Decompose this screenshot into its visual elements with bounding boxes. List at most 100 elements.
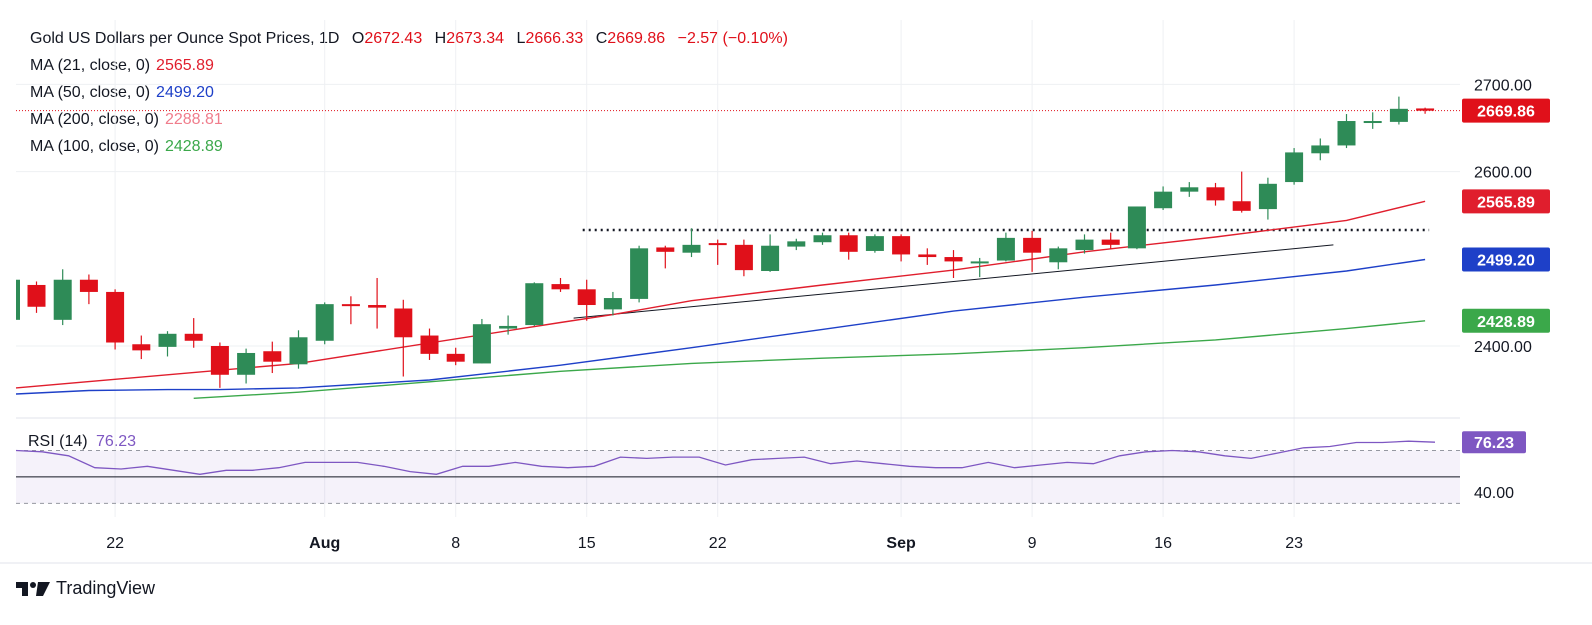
candle (787, 238, 806, 251)
candle (106, 289, 125, 350)
price-tick-label: 2600.00 (1474, 165, 1532, 182)
candle (446, 347, 465, 366)
candle-body (472, 324, 491, 364)
candle (53, 269, 72, 326)
candle-body (1416, 108, 1435, 111)
candle-body (1311, 145, 1330, 154)
candle-body (1206, 187, 1225, 201)
ascending-trend-line (573, 244, 1334, 319)
ma200-legend[interactable]: MA (200, close, 0) 2288.81 (30, 111, 223, 129)
time-tick-label: 15 (578, 535, 596, 552)
price-tick-label: 2400.00 (1474, 339, 1532, 356)
rsi-legend[interactable]: RSI (14) 76.23 (28, 433, 136, 451)
candle-body (1285, 152, 1304, 183)
price-tag-text: 2669.86 (1477, 104, 1535, 121)
candle-body (761, 245, 780, 272)
candle (132, 335, 151, 360)
price-axis: 2400.00 2600.00 2700.00 2669.86 2565.89 2499.… (1462, 77, 1550, 356)
ma50-legend-value: 2499.20 (156, 84, 214, 101)
rsi-line (15, 440, 1436, 475)
time-tick-label: 9 (1028, 535, 1037, 552)
rsi-value-tag-text: 76.23 (1474, 435, 1514, 452)
rsi-axis-label: 40.00 (1474, 485, 1514, 502)
candle (315, 302, 334, 345)
chart-title-row: Gold US Dollars per Ounce Spot Prices, 1… (30, 30, 788, 48)
candle-body (1363, 121, 1382, 124)
candle (996, 232, 1015, 262)
candle (551, 277, 570, 292)
candle-body (394, 308, 413, 338)
candle (734, 239, 753, 277)
candle (577, 279, 596, 321)
candle (682, 228, 701, 258)
price-tick-label: 2700.00 (1474, 77, 1532, 94)
candle-body (996, 237, 1015, 261)
candle-body (27, 284, 46, 307)
candle-body (263, 351, 282, 362)
ohlc-high-key: H (434, 30, 447, 47)
candle-body (918, 254, 937, 258)
candle (1285, 148, 1304, 185)
candle-body (1023, 237, 1042, 253)
candle-body (1127, 206, 1146, 249)
rsi-pane: 40.00 76.23 (15, 431, 1526, 504)
price-change: −2.57 (−0.10%) (677, 30, 788, 47)
candle (1258, 177, 1277, 220)
candle-body (630, 248, 649, 299)
ohlc-close-value: 2669.86 (607, 30, 666, 47)
candle (813, 232, 832, 245)
time-tick-label: 16 (1154, 535, 1172, 552)
ohlc-high-value: 2673.34 (446, 30, 505, 47)
candle-body (682, 244, 701, 253)
candle-body (53, 279, 72, 320)
ma50-legend-label: MA (50, close, 0) (30, 84, 151, 101)
ma200-legend-value: 2288.81 (164, 111, 223, 128)
rsi-legend-label: RSI (14) (28, 433, 88, 450)
candle-body (944, 257, 963, 262)
candle (1180, 182, 1199, 197)
candle-body (368, 305, 387, 308)
candle-body (1232, 201, 1251, 211)
ma21-legend[interactable]: MA (21, close, 0) 2565.89 (30, 57, 214, 75)
ohlc-open-key: O (351, 30, 365, 47)
candle-body (237, 352, 256, 375)
candle (263, 341, 282, 374)
candle-body (734, 244, 753, 271)
ma21-legend-label: MA (21, close, 0) (30, 57, 151, 74)
candle-body (184, 333, 203, 341)
time-tick-label: 23 (1285, 535, 1303, 552)
candle-body (289, 337, 308, 365)
candle (289, 330, 308, 369)
candle-body (1180, 187, 1199, 192)
candle (839, 232, 858, 260)
candle (918, 248, 937, 265)
candle (1311, 138, 1330, 161)
candle-body (787, 241, 806, 247)
candle (394, 299, 413, 377)
tradingview-branding[interactable]: TradingView (16, 578, 155, 599)
candle (944, 250, 963, 278)
ma21-legend-value: 2565.89 (156, 57, 214, 74)
candle (1389, 96, 1408, 125)
candle-body (210, 346, 229, 375)
candle (27, 281, 46, 313)
candle-body (420, 335, 439, 354)
candle (708, 239, 727, 265)
candle (1154, 186, 1173, 210)
candle (761, 234, 780, 272)
candle-body (1154, 191, 1173, 209)
time-tick-label: 8 (451, 535, 460, 552)
candle (79, 274, 98, 305)
ma50-legend[interactable]: MA (50, close, 0) 2499.20 (30, 84, 214, 102)
time-tick-label: 22 (709, 535, 727, 552)
candle (184, 318, 203, 348)
ma100-legend[interactable]: MA (100, close, 0) 2428.89 (30, 138, 223, 156)
ma100-legend-value: 2428.89 (164, 138, 223, 155)
candle-body (315, 304, 334, 341)
candle-body (525, 283, 544, 326)
time-tick-label: Sep (886, 535, 916, 552)
tradingview-logo-icon (16, 581, 50, 596)
candle (1337, 114, 1356, 149)
candle-body (892, 236, 911, 255)
